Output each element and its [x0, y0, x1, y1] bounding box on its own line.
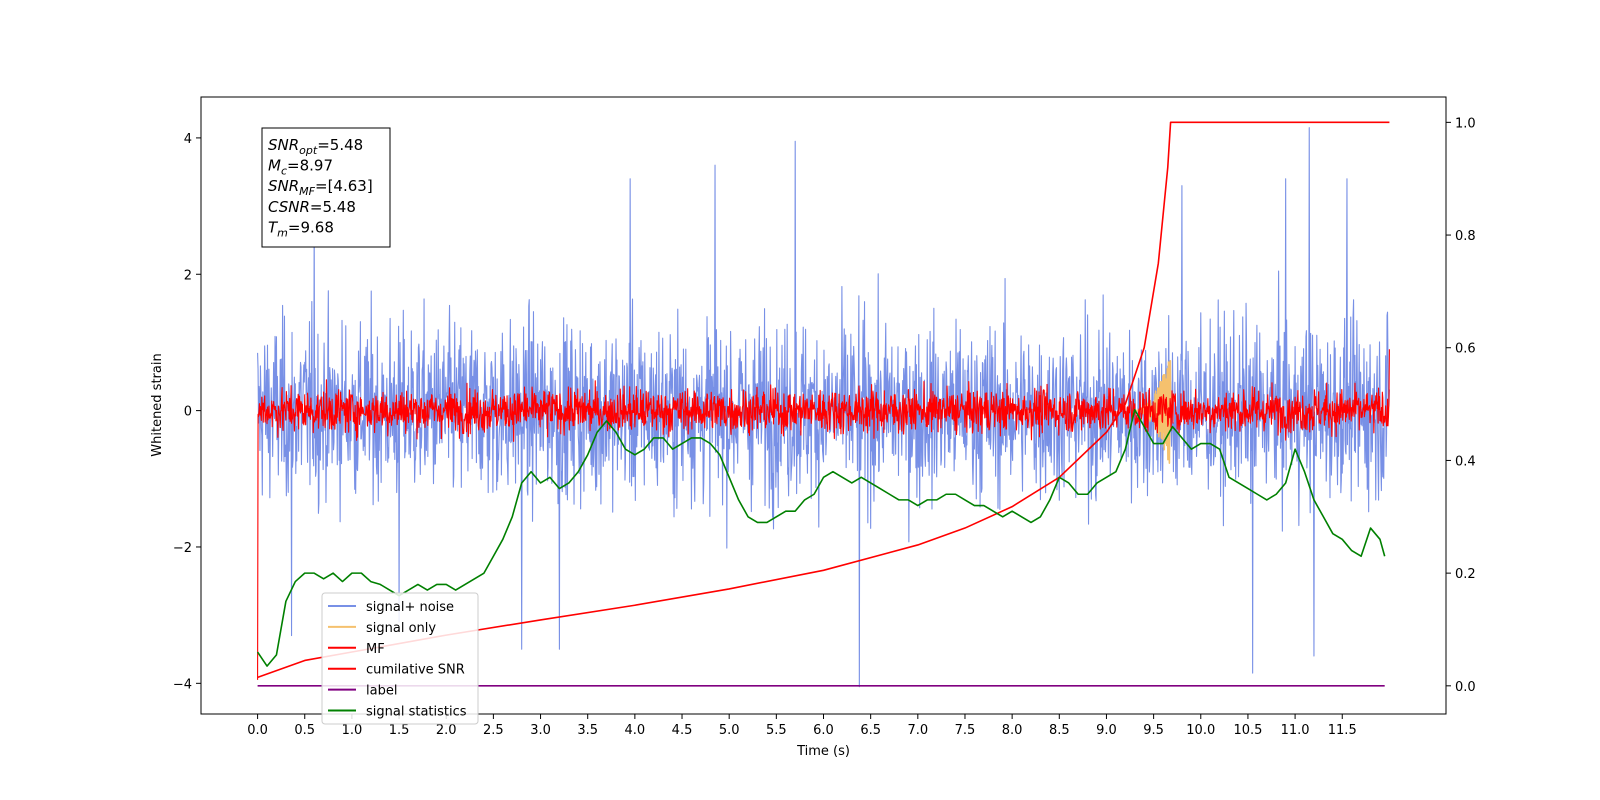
x-tick-label: 6.0 — [813, 723, 834, 738]
x-tick-label: 4.0 — [625, 723, 646, 738]
x-tick-label: 11.5 — [1328, 723, 1357, 738]
axes-layer: 0.0 0.5 1.0 1.5 2.0 2.5 3.0 3.5 4.0 4.5 5.0 5.5 6.0 6… — [173, 116, 1476, 738]
legend-label: signal only — [366, 621, 436, 636]
x-tick-label: 0.0 — [247, 723, 268, 738]
y2-tick-label: 0.2 — [1455, 567, 1476, 582]
annotation-frame — [261, 127, 391, 248]
x-tick-label: 0.5 — [294, 723, 315, 738]
y-axis-label: Whitened strain — [150, 353, 165, 456]
annotation-line: Tm=9.68 — [268, 218, 334, 239]
legend-label: cumilative SNR — [366, 663, 465, 678]
annotation-line: CSNR=5.48 — [268, 198, 356, 216]
legend-label: signal statistics — [366, 705, 467, 720]
annotation-line: SNRopt=5.48 — [268, 136, 363, 157]
x-axis-label: Time (s) — [796, 744, 850, 759]
y2-tick-label: 1.0 — [1455, 116, 1476, 131]
x-tick-label: 9.0 — [1096, 723, 1117, 738]
y2-tick-label: 0.8 — [1455, 229, 1476, 244]
y-tick-label: −2 — [173, 541, 192, 556]
x-tick-label: 7.5 — [955, 723, 976, 738]
y-tick-label: −4 — [173, 677, 192, 692]
y-tick-label: 4 — [184, 132, 192, 147]
x-tick-label: 2.0 — [436, 723, 457, 738]
x-tick-label: 6.5 — [860, 723, 881, 738]
x-tick-label: 1.0 — [342, 723, 363, 738]
y2-tick-label: 0.4 — [1455, 454, 1476, 469]
legend-frame — [321, 592, 479, 725]
x-tick-label: 2.5 — [483, 723, 504, 738]
legend-label: signal+ noise — [366, 600, 454, 615]
y-tick-label: 2 — [184, 268, 192, 283]
legend-items: signal+ noise signal only MF cumilative SNR… — [328, 600, 467, 720]
x-tick-label: 3.5 — [577, 723, 598, 738]
legend-label: MF — [366, 642, 385, 657]
x-tick-label: 1.5 — [389, 723, 410, 738]
annotation-line: SNRMF=[4.63] — [268, 177, 373, 198]
series-mf — [257, 349, 1390, 680]
x-tick-label: 8.0 — [1002, 723, 1023, 738]
y-tick-label: 0 — [184, 405, 192, 420]
legend-label: label — [366, 684, 397, 699]
x-tick-label: 9.5 — [1143, 723, 1164, 738]
x-tick-label: 5.5 — [766, 723, 787, 738]
annotation-line: Mc=8.97 — [268, 157, 333, 178]
x-tick-label: 10.0 — [1186, 723, 1215, 738]
x-tick-label: 8.5 — [1049, 723, 1070, 738]
x-tick-label: 7.0 — [907, 723, 928, 738]
x-tick-label: 4.5 — [672, 723, 693, 738]
y2-tick-label: 0.6 — [1455, 342, 1476, 357]
legend: signal+ noise signal only MF cumilative SNR… — [321, 592, 479, 725]
x-tick-label: 3.0 — [530, 723, 551, 738]
series-signal-statistics — [256, 408, 1386, 667]
x-tick-label: 10.5 — [1233, 723, 1262, 738]
x-tick-label: 5.0 — [719, 723, 740, 738]
x-tick-label: 11.0 — [1281, 723, 1310, 738]
y2-tick-label: 0.0 — [1455, 680, 1476, 695]
series-signal-noise — [257, 127, 1390, 688]
